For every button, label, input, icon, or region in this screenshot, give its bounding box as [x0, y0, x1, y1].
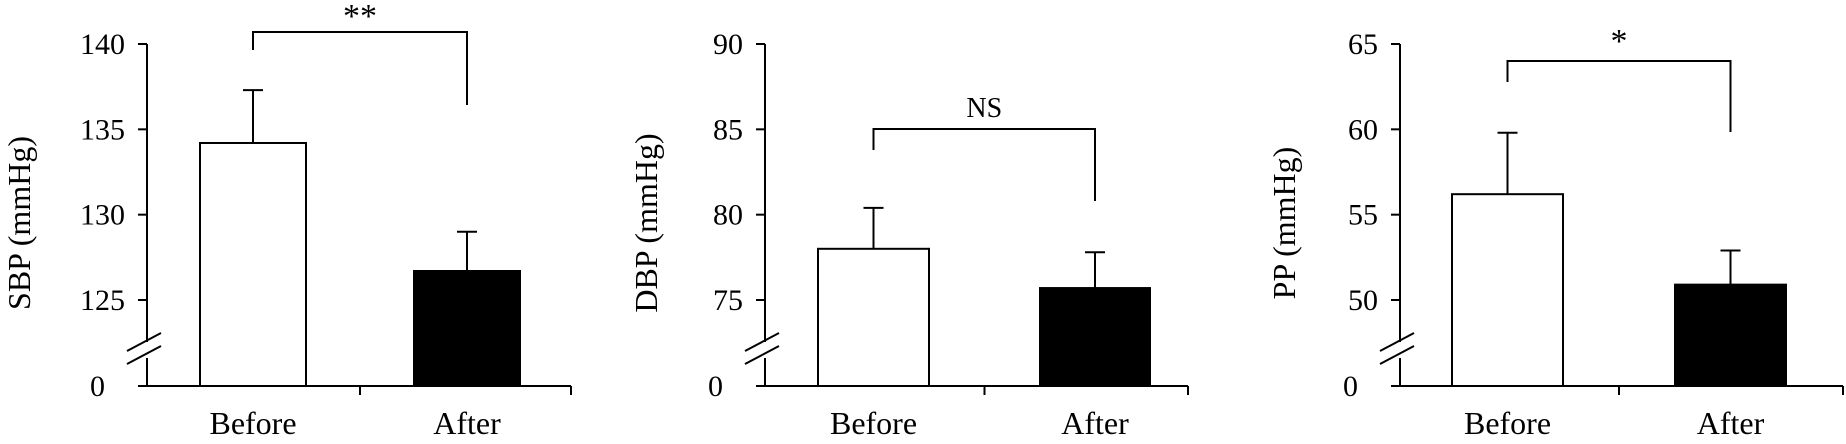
y-axis-label: PP (mmHg)	[1266, 147, 1302, 300]
x-tick-label: Before	[830, 405, 917, 441]
significance-label: NS	[966, 93, 1002, 124]
x-tick-label: Before	[209, 405, 296, 441]
y-tick-label: 135	[80, 113, 125, 146]
axis-break-mark	[126, 345, 162, 365]
y-tick-label-zero: 0	[1343, 370, 1358, 403]
y-tick-label: 55	[1348, 199, 1378, 232]
axis-break-mark	[1379, 345, 1415, 365]
bar-after	[1674, 283, 1787, 388]
y-tick-label: 90	[713, 28, 743, 61]
x-tick-label: After	[1697, 405, 1765, 441]
y-axis-label: DBP (mmHg)	[628, 133, 664, 312]
chart-panel-2: 75 80 85 90 0 Before After NS DBP (mmHg)	[628, 28, 1189, 441]
significance-bracket	[252, 31, 468, 105]
y-tick-label: 60	[1348, 113, 1378, 146]
y-tick-label: 75	[713, 284, 743, 317]
axis-break-mark	[126, 332, 162, 352]
y-tick-label: 125	[80, 284, 125, 317]
x-tick-label: After	[433, 405, 501, 441]
y-tick-label: 65	[1348, 28, 1378, 61]
y-tick-label: 130	[80, 199, 125, 232]
axis-break-mark	[1379, 332, 1415, 352]
significance-bracket	[1506, 60, 1732, 132]
y-tick-label: 50	[1348, 284, 1378, 317]
significance-label: *	[1611, 23, 1628, 60]
significance-bracket	[872, 128, 1096, 201]
y-tick-label-zero: 0	[90, 370, 105, 403]
x-tick-label: After	[1061, 405, 1129, 441]
y-tick-label: 80	[713, 199, 743, 232]
bar-before	[199, 141, 307, 387]
x-tick-label: Before	[1464, 405, 1551, 441]
axis-break-mark	[744, 345, 780, 365]
bar-after	[413, 269, 521, 387]
chart-panel-3: 50 55 60 65 0 Before After * PP (mmHg)	[1266, 23, 1844, 441]
axis-break-gap	[761, 342, 769, 358]
y-tick-label: 85	[713, 113, 743, 146]
y-tick-label-zero: 0	[708, 370, 723, 403]
axis-break-gap	[1396, 342, 1404, 358]
bar-before	[817, 247, 930, 387]
significance-label: **	[343, 0, 377, 35]
chart-panel-1: 125 130 135 140 0 Before After ** SBP (mmHg)	[1, 0, 572, 441]
bar-before	[1451, 193, 1564, 387]
axis-break-gap	[143, 342, 151, 358]
y-axis-label: SBP (mmHg)	[1, 136, 37, 310]
bar-after	[1039, 287, 1151, 388]
y-tick-label: 140	[80, 28, 125, 61]
axis-break-mark	[744, 332, 780, 352]
